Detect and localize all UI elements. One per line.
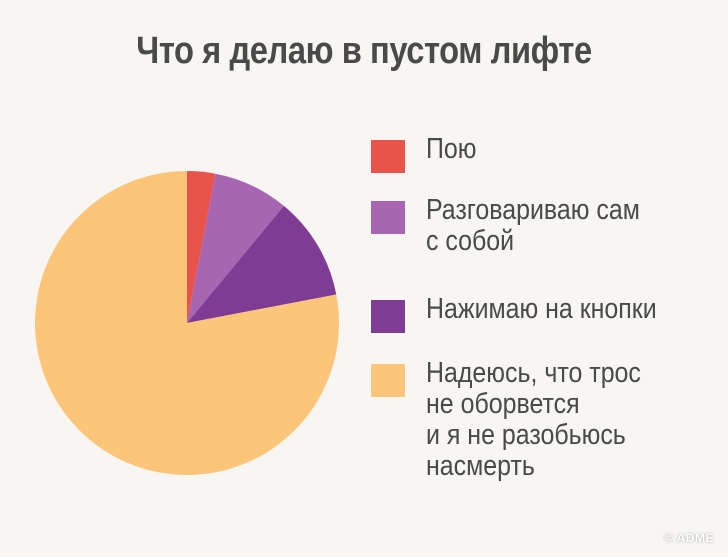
chart-title: Что я делаю в пустом лифте — [136, 30, 592, 72]
legend-label: Нажимаю на кнопки — [426, 293, 657, 325]
watermark: © ADME — [663, 531, 714, 545]
legend-swatch — [371, 140, 405, 173]
pie-slice-press-buttons — [187, 205, 337, 323]
legend-swatch — [371, 201, 405, 234]
pie-slice-talk-to-self — [187, 173, 284, 323]
legend-label: Разговариваю сам с собой — [426, 194, 640, 257]
pie-slice-hope-cable — [34, 171, 339, 475]
legend-label: Надеюсь, что трос не оборвется и я не ра… — [426, 357, 641, 482]
pie-slice-sing — [187, 171, 216, 323]
legend-swatch — [371, 300, 405, 333]
legend-swatch — [371, 364, 405, 397]
legend-label: Пою — [426, 133, 477, 165]
